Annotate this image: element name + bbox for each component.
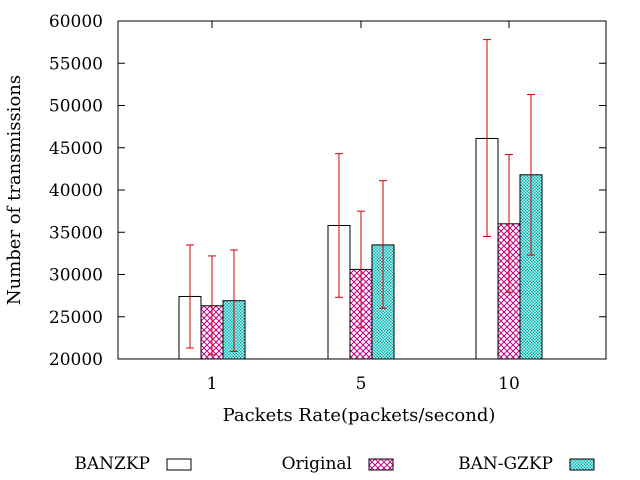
- x-axis-title: Packets Rate(packets/second): [223, 405, 496, 426]
- legend-label: BANZKP: [74, 454, 150, 474]
- legend-label: Original: [282, 454, 352, 474]
- legend-swatch: [368, 458, 394, 471]
- legend: BANZKP Original BAN-GZKP: [74, 454, 595, 474]
- y-axis-title: Number of transmissions: [4, 75, 25, 305]
- x-tick-label: 10: [498, 374, 520, 394]
- y-tick-label: 40000: [49, 181, 103, 201]
- legend-label: BAN-GZKP: [458, 454, 553, 474]
- y-tick-label: 30000: [49, 266, 103, 286]
- error-bars-group: [186, 39, 535, 356]
- y-tick-label: 25000: [49, 308, 103, 328]
- y-axis: 20000 25000 30000 35000 40000 45000 50000 55000…: [49, 12, 606, 370]
- y-tick-label: 35000: [49, 223, 103, 243]
- legend-swatch: [569, 458, 595, 471]
- y-tick-label: 45000: [49, 139, 103, 159]
- legend-swatch: [166, 458, 192, 471]
- x-tick-label: 1: [207, 374, 218, 394]
- y-tick-label: 20000: [49, 350, 103, 370]
- y-tick-label: 55000: [49, 54, 103, 74]
- x-axis: 1 5 10: [207, 21, 520, 394]
- y-tick-label: 60000: [49, 12, 103, 32]
- x-tick-label: 5: [356, 374, 367, 394]
- y-tick-label: 50000: [49, 97, 103, 117]
